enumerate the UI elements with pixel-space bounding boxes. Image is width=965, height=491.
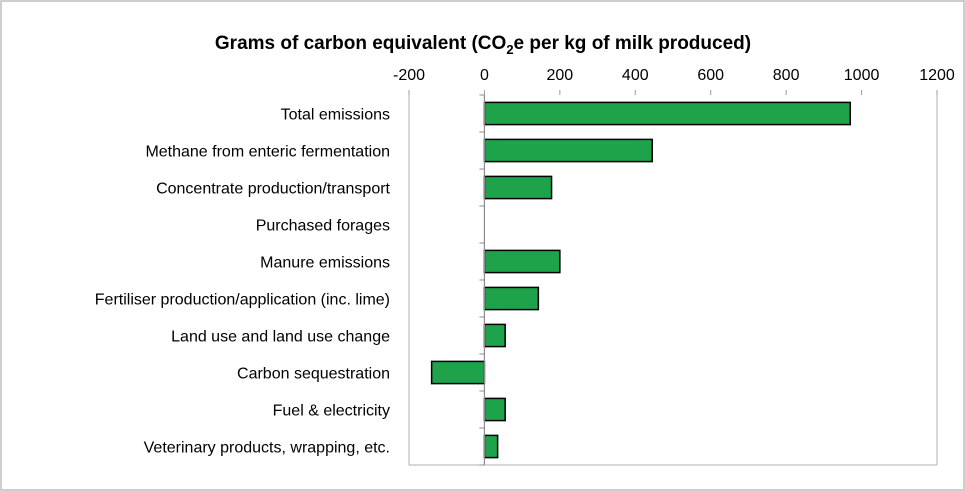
category-label: Fuel & electricity — [273, 403, 390, 420]
category-label: Concentrate production/transport — [156, 181, 390, 198]
bar — [483, 138, 654, 163]
x-tick-label: 1000 — [844, 67, 880, 84]
chart-title-subscript: 2 — [506, 42, 513, 57]
category-label: Veterinary products, wrapping, etc. — [144, 440, 390, 457]
bar — [483, 434, 499, 459]
x-tick-label: 400 — [622, 67, 649, 84]
x-tick-label: 0 — [480, 67, 489, 84]
chart-title: Grams of carbon equivalent (CO2e per kg … — [215, 33, 751, 57]
x-tick-label: 800 — [773, 67, 800, 84]
category-label: Fertiliser production/application (inc. … — [95, 292, 390, 309]
chart-title-prefix: Grams of carbon equivalent (CO — [215, 33, 506, 54]
x-tick-label: -200 — [393, 67, 425, 84]
bar — [483, 249, 561, 274]
bar — [430, 360, 486, 385]
x-axis: -200 0 200 400 600 800 1000 1200 — [393, 67, 955, 95]
chart-title-suffix: e per kg of milk produced) — [514, 33, 752, 54]
y-axis — [479, 94, 486, 466]
category-label: Purchased forages — [256, 218, 390, 235]
x-tick-label: 200 — [547, 67, 574, 84]
bar — [483, 323, 506, 348]
bar — [483, 286, 540, 311]
bar — [483, 397, 506, 422]
bar — [483, 101, 852, 126]
x-tick-label: 600 — [697, 67, 724, 84]
category-label: Total emissions — [281, 107, 390, 124]
category-labels: Total emissions Methane from enteric ferm… — [95, 107, 391, 457]
category-label: Manure emissions — [260, 255, 390, 272]
x-tick-label: 1200 — [919, 67, 955, 84]
category-label: Methane from enteric fermentation — [145, 144, 390, 161]
category-label: Carbon sequestration — [237, 366, 390, 383]
category-label: Land use and land use change — [171, 329, 390, 346]
bars — [430, 101, 852, 459]
bar — [483, 175, 553, 200]
